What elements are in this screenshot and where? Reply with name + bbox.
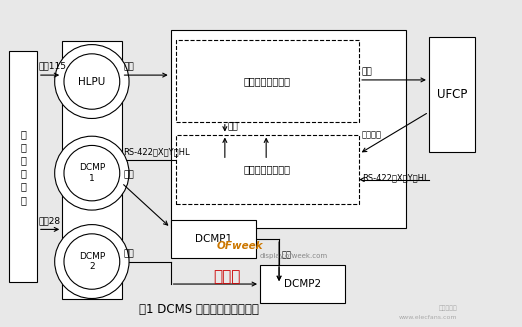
Bar [171, 30, 406, 228]
Bar [176, 135, 359, 204]
Text: 供电: 供电 [228, 122, 238, 131]
Ellipse shape [64, 54, 120, 109]
Bar [260, 265, 345, 303]
Text: 电子发烧友: 电子发烧友 [438, 305, 457, 311]
Bar [176, 40, 359, 122]
Ellipse shape [64, 234, 120, 289]
Text: 上电: 上电 [123, 62, 134, 71]
Text: HLPU: HLPU [78, 77, 105, 87]
Text: OFweek: OFweek [217, 241, 264, 251]
Ellipse shape [55, 44, 129, 118]
Text: display.ofweek.com: display.ofweek.com [260, 253, 328, 259]
Bar [171, 220, 256, 258]
Text: 飞
机
电
源
系
统: 飞 机 电 源 系 统 [20, 129, 26, 205]
Ellipse shape [64, 146, 120, 201]
Text: DCMP
1: DCMP 1 [79, 164, 105, 183]
Text: 总线: 总线 [282, 250, 292, 260]
Text: DCMP2: DCMP2 [284, 279, 321, 289]
Text: 显示网: 显示网 [213, 269, 241, 284]
Ellipse shape [55, 136, 129, 210]
Text: 衍射平显低压电源: 衍射平显低压电源 [244, 76, 291, 86]
Text: 直流28: 直流28 [39, 216, 61, 225]
Bar [9, 51, 38, 283]
Text: RS-422、X、Y、HL: RS-422、X、Y、HL [362, 174, 429, 183]
Text: 衍射平显显示组件: 衍射平显显示组件 [244, 164, 291, 174]
Bar [62, 41, 122, 299]
Text: UFCP: UFCP [437, 88, 467, 101]
Ellipse shape [55, 225, 129, 299]
Text: 上电: 上电 [123, 250, 134, 259]
Bar [429, 37, 476, 152]
Text: DCMP
2: DCMP 2 [79, 252, 105, 271]
Text: DCMP1: DCMP1 [195, 234, 232, 244]
Text: 供电: 供电 [362, 68, 373, 77]
Text: 上电: 上电 [123, 171, 134, 180]
Text: www.elecfans.com: www.elecfans.com [399, 316, 457, 320]
Text: 交流115: 交流115 [39, 61, 67, 70]
Text: RS-422、X、Y、HL: RS-422、X、Y、HL [123, 147, 189, 156]
Text: 图1 DCMS 基本工作原理示意图: 图1 DCMS 基本工作原理示意图 [139, 303, 259, 316]
Text: 亮度控制: 亮度控制 [362, 130, 382, 139]
